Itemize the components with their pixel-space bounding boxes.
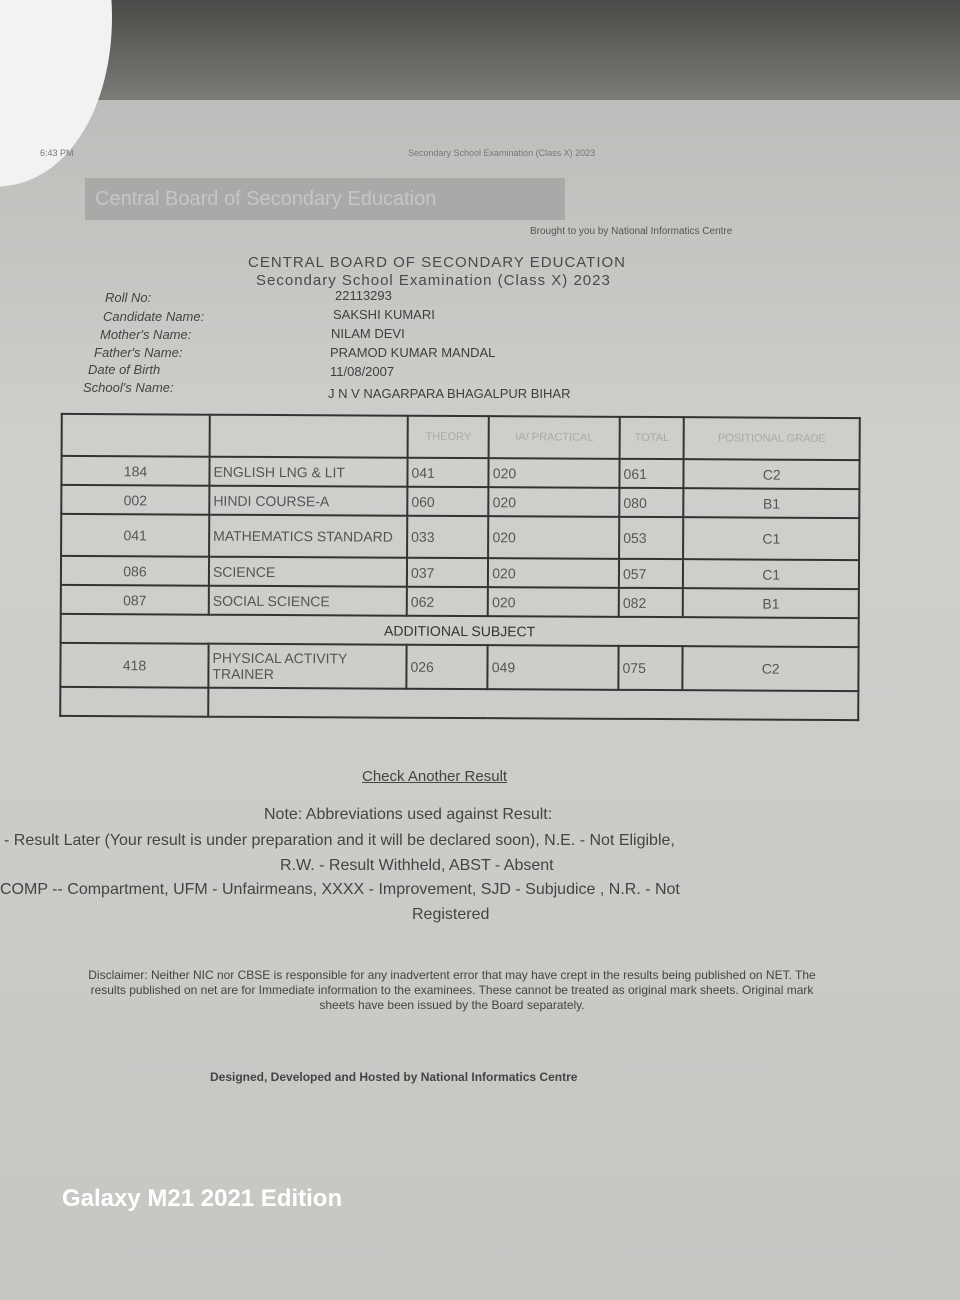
footer-credit: Designed, Developed and Hosted by Nation… xyxy=(210,1070,578,1084)
practical: 049 xyxy=(487,645,619,690)
col-code xyxy=(61,413,210,457)
cbse-banner: Central Board of Secondary Education xyxy=(85,178,565,220)
theory: 037 xyxy=(406,557,489,588)
table-row: 418 PHYSICAL ACTIVITY TRAINER 026 049 075 C2 xyxy=(60,642,859,692)
grade: C2 xyxy=(683,459,860,490)
col-theory: THEORY xyxy=(407,415,490,459)
sub-code: 002 xyxy=(61,484,210,515)
printed-page xyxy=(0,100,960,1300)
school-label: School's Name: xyxy=(83,380,174,395)
grade: B1 xyxy=(683,588,859,619)
theory: 033 xyxy=(407,515,489,559)
school-value: J N V NAGARPARA BHAGALPUR BIHAR xyxy=(328,386,571,401)
sub-name: MATHEMATICS STANDARD xyxy=(209,514,408,558)
sub-name: SOCIAL SCIENCE xyxy=(208,585,407,616)
practical: 020 xyxy=(488,516,620,559)
sub-name: SCIENCE xyxy=(208,556,408,587)
grade: C2 xyxy=(682,646,859,692)
note-line-4: Registered xyxy=(412,906,490,923)
total: 080 xyxy=(619,487,684,518)
theory: 062 xyxy=(406,586,489,617)
marks-table: THEORY IA/ PRACTICAL TOTAL POSITIONAL GR… xyxy=(59,413,861,721)
additional-subject-row: ADDITIONAL SUBJECT xyxy=(60,613,859,648)
grade: C1 xyxy=(683,517,860,561)
note-line-3: COMP -- Compartment, UFM - Unfairmeans, … xyxy=(0,881,680,898)
sub-name: HINDI COURSE-A xyxy=(209,485,408,516)
theory: 041 xyxy=(407,457,489,488)
check-another-result-link[interactable]: Check Another Result xyxy=(362,768,508,785)
note-line-1: - Result Later (Your result is under pre… xyxy=(4,832,675,849)
sub-code: 184 xyxy=(61,455,210,486)
brought-by: Brought to you by National Informatics C… xyxy=(530,226,733,237)
sub-code: 087 xyxy=(60,584,209,615)
print-time: 6:43 PM xyxy=(40,148,74,158)
dob-value: 11/08/2007 xyxy=(330,364,395,379)
total: 082 xyxy=(618,587,684,618)
total: 057 xyxy=(618,558,684,589)
table-row: 087 SOCIAL SCIENCE 062 020 082 B1 xyxy=(60,584,859,619)
grade: C1 xyxy=(683,559,860,590)
roll-value: 22113293 xyxy=(335,288,392,303)
col-total: TOTAL xyxy=(619,416,685,460)
sub-code: 041 xyxy=(61,513,210,557)
table-row: 002 HINDI COURSE-A 060 020 080 B1 xyxy=(61,484,860,519)
table-row: 184 ENGLISH LNG & LIT 041 020 061 C2 xyxy=(61,455,860,490)
table-row: 041 MATHEMATICS STANDARD 033 020 053 C1 xyxy=(61,513,860,561)
mother-label: Mother's Name: xyxy=(100,327,192,342)
col-grade: POSITIONAL GRADE xyxy=(683,417,860,461)
practical: 020 xyxy=(488,558,620,588)
exam-title: Secondary School Examination (Class X) 2… xyxy=(256,272,611,289)
theory: 026 xyxy=(406,644,488,690)
additional-subject-label: ADDITIONAL SUBJECT xyxy=(60,613,859,648)
col-practical: IA/ PRACTICAL xyxy=(488,416,620,459)
table-row: 086 SCIENCE 037 020 057 C1 xyxy=(60,555,860,590)
sub-code: 418 xyxy=(60,642,209,688)
father-value: PRAMOD KUMAR MANDAL xyxy=(330,345,496,360)
sub-name: ENGLISH LNG & LIT xyxy=(209,456,408,487)
disclaimer: Disclaimer: Neither NIC nor CBSE is resp… xyxy=(88,968,816,1012)
practical: 020 xyxy=(488,587,619,617)
note-title: Note: Abbreviations used against Result: xyxy=(264,806,553,823)
camera-watermark: Galaxy M21 2021 Edition xyxy=(62,1185,343,1212)
roll-label: Roll No: xyxy=(105,290,152,305)
dob-label: Date of Birth xyxy=(88,362,161,377)
practical: 020 xyxy=(488,458,620,488)
col-subject xyxy=(209,414,408,458)
name-value: SAKSHI KUMARI xyxy=(333,307,435,322)
note-line-2: R.W. - Result Withheld, ABST - Absent xyxy=(280,857,554,874)
father-label: Father's Name: xyxy=(94,345,183,360)
theory: 060 xyxy=(407,486,489,517)
table-header: THEORY IA/ PRACTICAL TOTAL POSITIONAL GR… xyxy=(61,413,860,461)
sub-code: 086 xyxy=(60,555,210,586)
practical: 020 xyxy=(488,487,620,517)
total: 053 xyxy=(619,516,684,560)
grade: B1 xyxy=(683,488,860,519)
empty-row xyxy=(60,686,859,721)
total: 075 xyxy=(618,645,683,691)
mother-value: NILAM DEVI xyxy=(331,326,405,341)
sub-name: PHYSICAL ACTIVITY TRAINER xyxy=(208,643,407,689)
total: 061 xyxy=(619,458,684,489)
print-page-title: Secondary School Examination (Class X) 2… xyxy=(408,148,596,158)
board-title: CENTRAL BOARD OF SECONDARY EDUCATION xyxy=(248,254,626,271)
name-label: Candidate Name: xyxy=(103,309,205,324)
